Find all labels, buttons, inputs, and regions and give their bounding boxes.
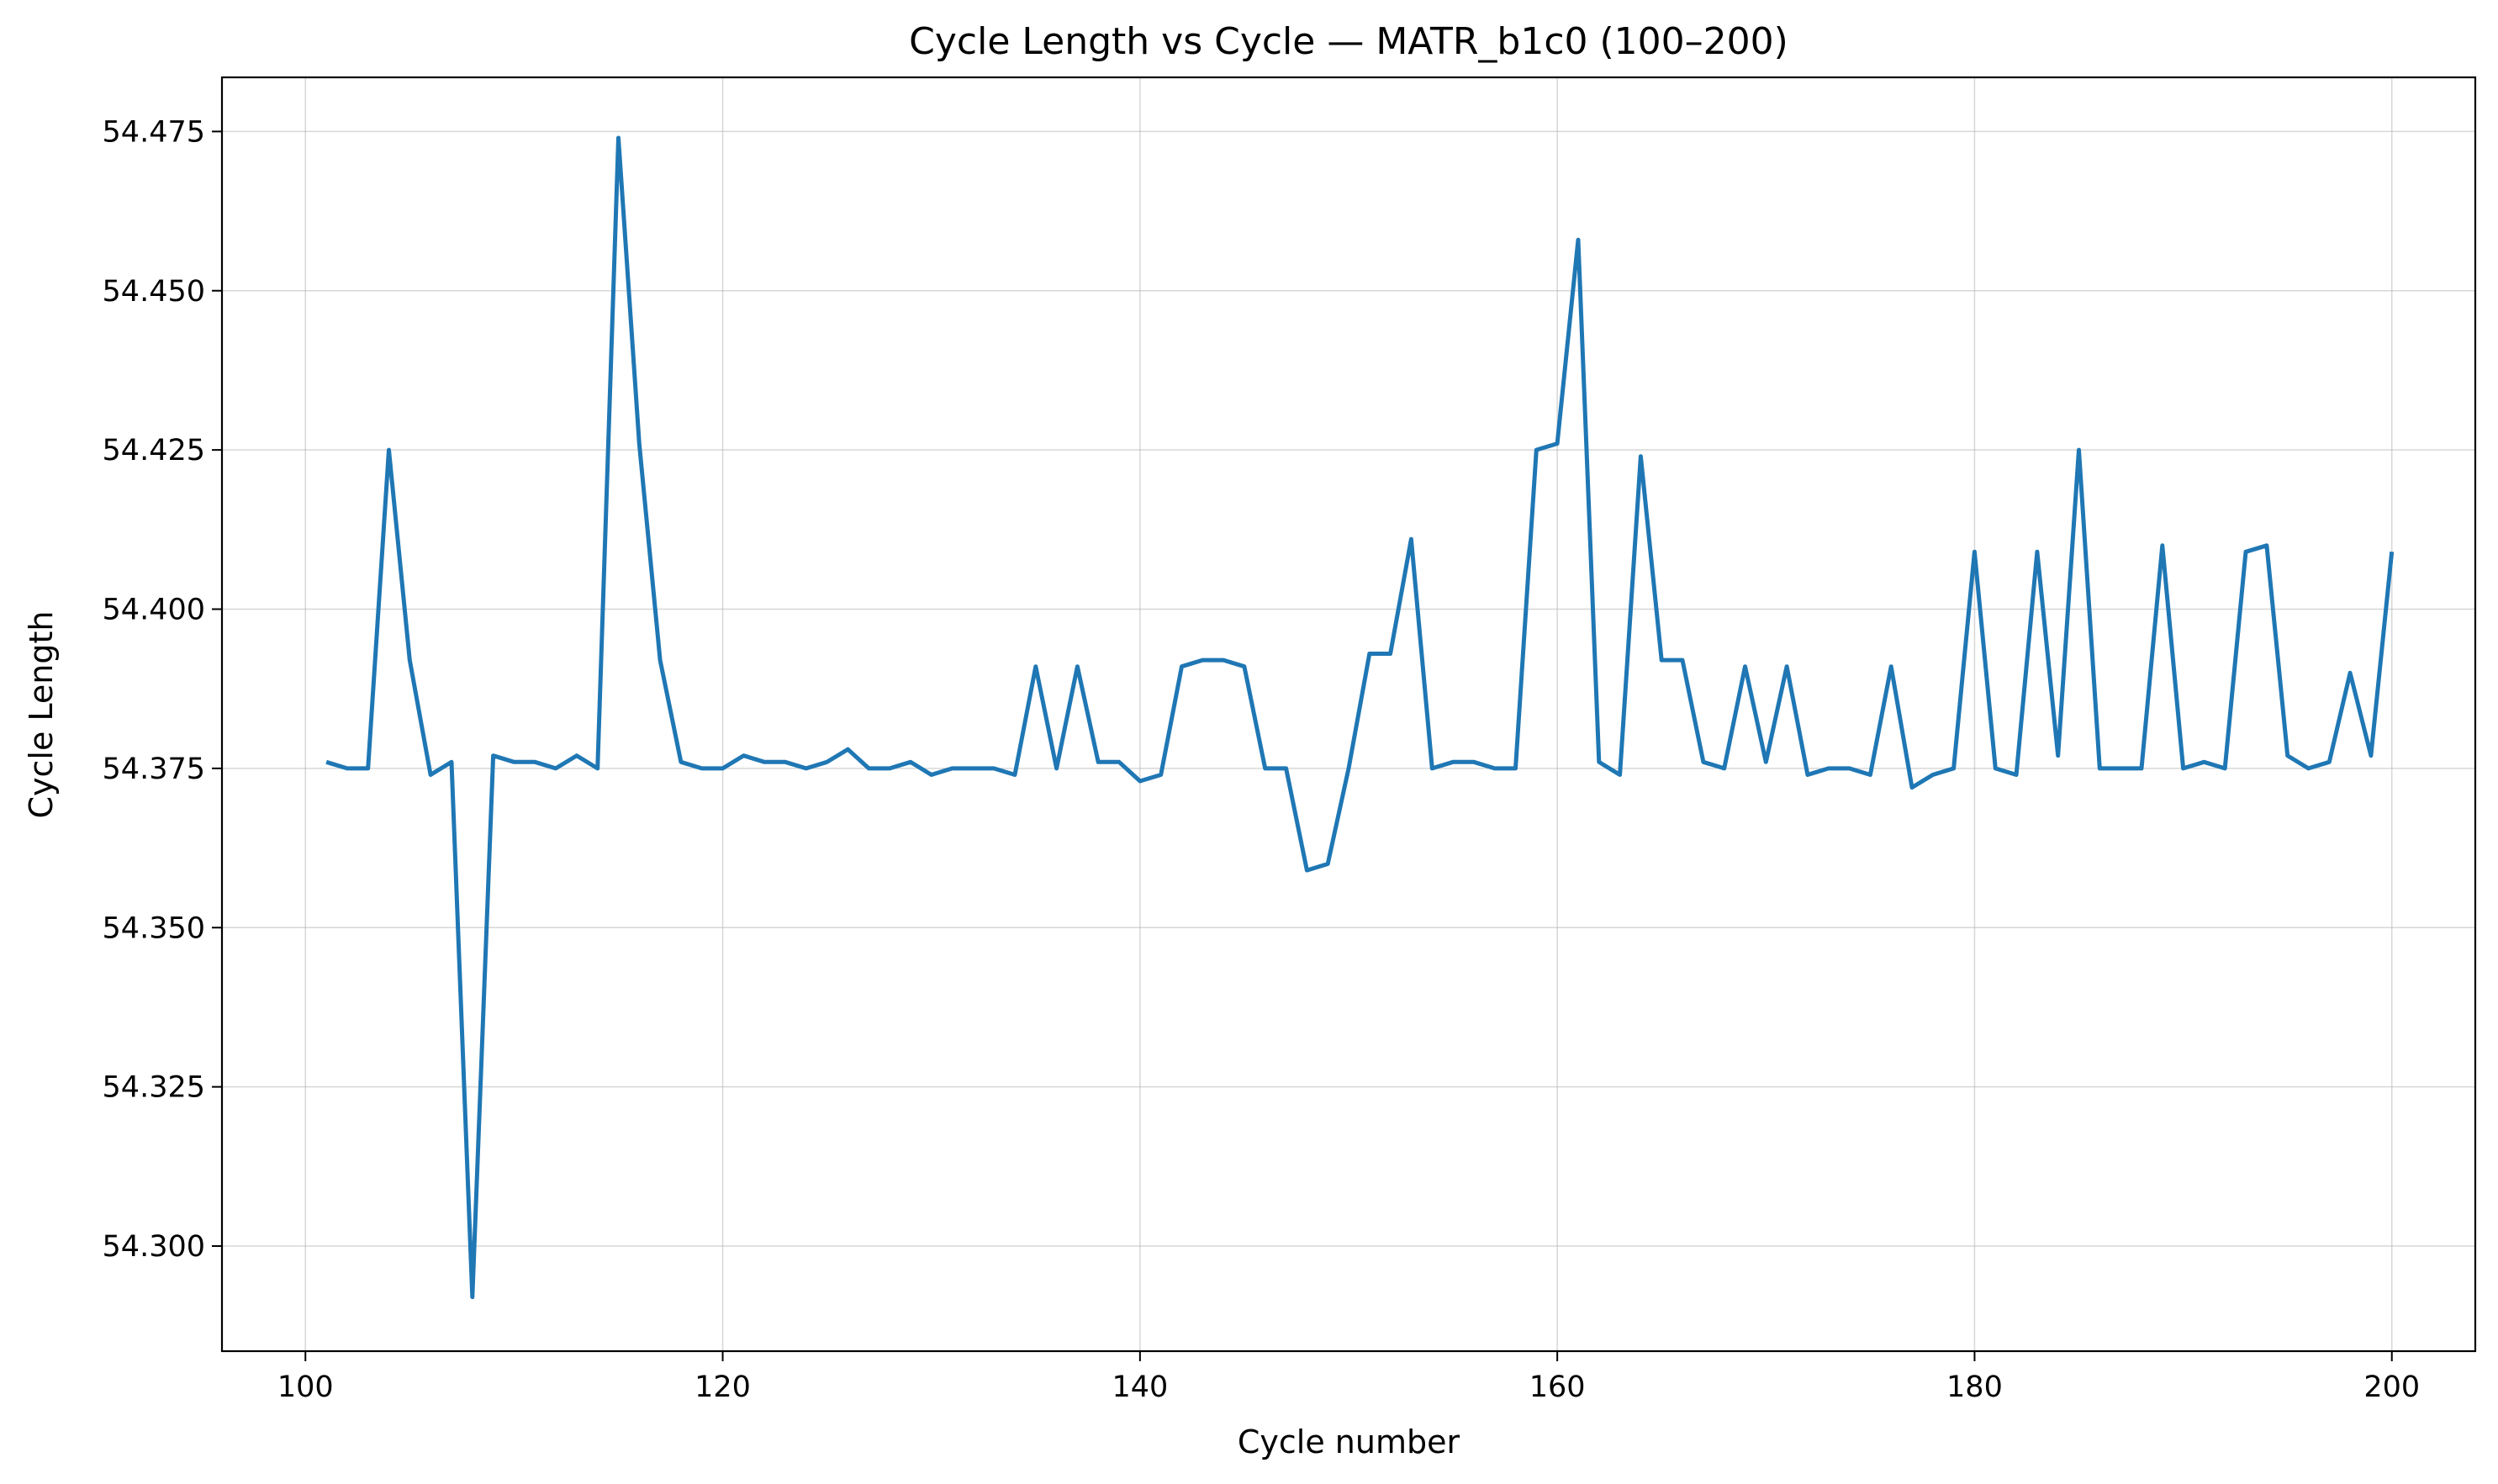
y-axis-label: Cycle Length	[23, 611, 60, 819]
chart-title: Cycle Length vs Cycle — MATR_b1c0 (100–2…	[909, 20, 1788, 63]
x-tick-label: 120	[694, 1370, 751, 1404]
series-line-0	[325, 135, 2395, 1300]
y-tick-label: 54.425	[103, 434, 205, 467]
x-tick-label: 200	[2363, 1370, 2420, 1404]
y-tick-label: 54.450	[103, 275, 205, 309]
y-tick-label: 54.350	[103, 911, 205, 945]
y-tick-label: 54.400	[103, 594, 205, 627]
y-tick-label: 54.300	[103, 1230, 205, 1264]
x-gridlines	[304, 77, 2393, 1351]
plot-frame	[220, 76, 2477, 1353]
x-tick-label: 140	[1112, 1370, 1168, 1404]
y-tick-label: 54.475	[103, 115, 205, 149]
y-axis: 54.300 54.325 54.350 54.375 54.400 54.425 54.4…	[103, 115, 222, 1264]
x-axis: 100 120 140 160 180 200	[277, 1351, 2420, 1404]
x-axis-label: Cycle number	[1238, 1423, 1460, 1460]
y-tick-label: 54.375	[103, 753, 205, 786]
x-tick-label: 180	[1946, 1370, 2003, 1404]
y-tick-label: 54.325	[103, 1071, 205, 1105]
x-tick-label: 160	[1529, 1370, 1586, 1404]
x-tick-label: 100	[277, 1370, 334, 1404]
series-layer	[325, 135, 2395, 1300]
